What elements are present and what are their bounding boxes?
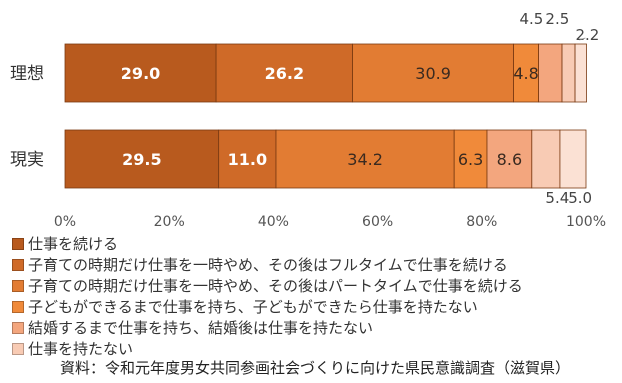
bar-segment	[215, 43, 353, 103]
x-tick-label: 100%	[566, 214, 606, 230]
legend-label: 子どもができるまで仕事を持ち、子どもができたら仕事を持たない	[28, 298, 478, 316]
category-label: 理想	[10, 64, 44, 84]
legend: 仕事を続ける子育ての時期だけ仕事を一時やめ、その後はフルタイムで仕事を続ける 子育…	[12, 233, 523, 359]
bar-segment	[352, 43, 514, 103]
legend-item: 結婚するまで仕事を持ち、結婚後は仕事を持たない	[12, 317, 523, 338]
legend-swatch	[12, 279, 24, 292]
legend-label: 子育ての時期だけ仕事を一時やめ、その後はフルタイムで仕事を続ける	[28, 256, 508, 274]
legend-label: 結婚するまで仕事を持ち、結婚後は仕事を持たない	[28, 319, 374, 337]
legend-swatch	[12, 300, 24, 313]
legend-label: 仕事を続ける	[28, 235, 119, 253]
data-label: 11.0	[228, 150, 267, 169]
bar-segment	[559, 129, 587, 189]
legend-swatch	[12, 321, 24, 334]
leader-line	[579, 37, 586, 41]
category-label: 現実	[10, 150, 44, 170]
legend-item: 子どもができるまで仕事を持ち、子どもができたら仕事を持たない	[12, 296, 523, 317]
x-tick-label: 40%	[258, 214, 289, 230]
bar-segment	[561, 43, 576, 103]
data-label: 30.9	[415, 64, 451, 83]
data-label: 5.0	[568, 189, 592, 207]
legend-swatch	[12, 237, 24, 250]
data-label: 5.4	[545, 189, 569, 207]
x-tick-label: 20%	[154, 214, 185, 230]
data-label: 29.0	[121, 64, 160, 83]
legend-label: 仕事を持たない	[28, 340, 134, 358]
legend-item: 子育ての時期だけ仕事を一時やめ、その後はパートタイムで仕事を続ける	[12, 275, 523, 296]
data-label: 8.6	[497, 150, 522, 169]
bar-segment	[574, 43, 587, 103]
legend-swatch	[12, 258, 24, 271]
data-label: 6.3	[458, 150, 483, 169]
data-label: 34.2	[347, 150, 383, 169]
legend-item: 仕事を持たない	[12, 338, 523, 359]
legend-item: 仕事を続ける	[12, 233, 523, 254]
bar-segment	[64, 43, 217, 103]
legend-label: 子育ての時期だけ仕事を一時やめ、その後はパートタイムで仕事を続ける	[28, 277, 523, 295]
bar-segment	[486, 129, 533, 189]
source-note: 資料：令和元年度男女共同参画社会づくりに向けた県民意識調査（滋賀県）	[60, 359, 571, 377]
data-label: 4.5	[519, 10, 543, 28]
bar-segment	[275, 129, 455, 189]
x-tick-label: 80%	[466, 214, 497, 230]
legend-swatch	[12, 342, 24, 355]
bar-segment	[64, 129, 220, 189]
bar-segment	[538, 43, 563, 103]
data-label: 26.2	[265, 64, 304, 83]
x-tick-label: 60%	[362, 214, 393, 230]
data-label: 4.8	[513, 64, 538, 83]
legend-item: 子育ての時期だけ仕事を一時やめ、その後はフルタイムで仕事を続ける	[12, 254, 523, 275]
bar-segment	[531, 129, 561, 189]
data-label: 2.5	[545, 10, 569, 28]
bar-segment	[453, 129, 488, 189]
data-label: 29.5	[122, 150, 161, 169]
x-tick-label: 0%	[54, 214, 76, 230]
data-label: 2.2	[575, 26, 599, 44]
